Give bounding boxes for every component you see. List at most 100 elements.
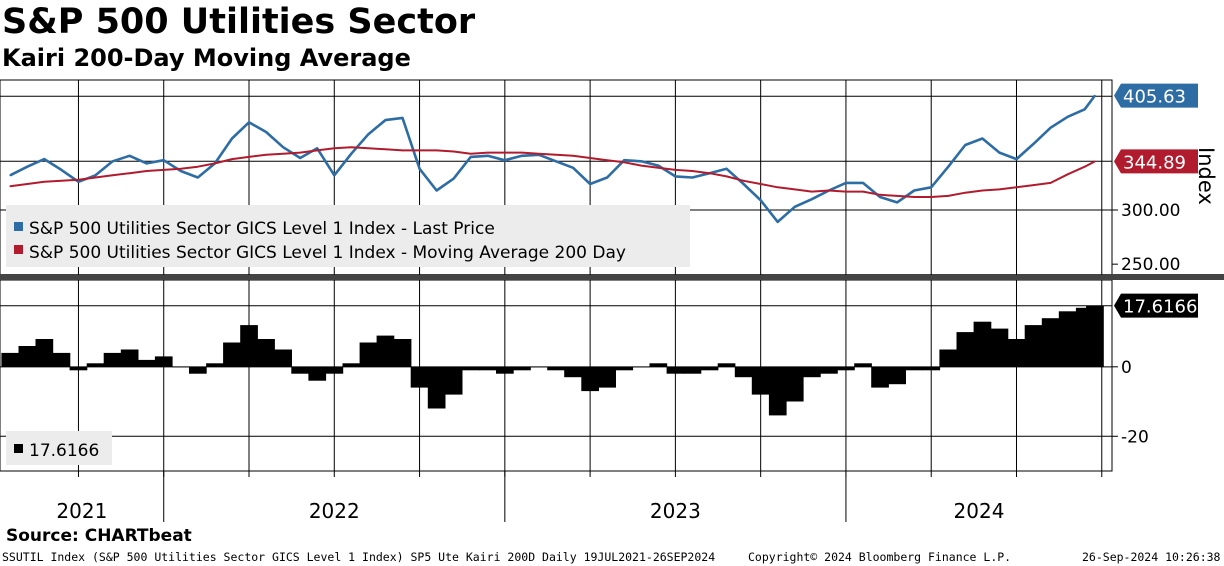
y-tick-label: 300.00 xyxy=(1121,201,1180,221)
ma-point xyxy=(845,190,847,193)
kairi-bar xyxy=(785,366,804,402)
price-point xyxy=(60,169,63,171)
kairi-bar xyxy=(342,363,361,367)
kairi-bar xyxy=(308,366,327,381)
price-point xyxy=(128,155,131,157)
kairi-bar xyxy=(189,366,207,374)
moving-average-tag: 344.89 xyxy=(1123,152,1186,173)
ma-point xyxy=(248,156,250,158)
ma-point xyxy=(913,196,915,198)
kairi-bar xyxy=(1,352,20,367)
footer-timestamp: 26-Sep-2024 10:26:38 xyxy=(1082,550,1221,564)
ma-point xyxy=(930,196,933,198)
price-point xyxy=(964,144,967,146)
price-point xyxy=(674,175,677,178)
kairi-bar xyxy=(666,366,685,374)
price-point xyxy=(879,196,881,198)
ma-point xyxy=(742,179,745,182)
kairi-bar xyxy=(888,366,906,385)
kairi-bar xyxy=(257,339,275,367)
kairi-bar xyxy=(172,366,190,368)
legend-swatch-ma xyxy=(14,245,23,254)
kairi-bar xyxy=(939,349,958,367)
kairi-bar xyxy=(990,328,1009,367)
kairi-bar xyxy=(854,363,872,367)
ma-point xyxy=(708,172,711,174)
price-point xyxy=(759,199,762,202)
ma-point xyxy=(521,151,523,154)
price-point xyxy=(367,133,370,135)
last-price-tag: 405.63 xyxy=(1123,87,1186,108)
legend-label-price: S&P 500 Utilities Sector GICS Level 1 In… xyxy=(29,219,495,239)
kairi-bar xyxy=(410,366,429,388)
ma-point xyxy=(469,152,472,155)
ma-point xyxy=(998,188,1001,191)
price-point xyxy=(862,182,864,184)
lower-panel-frame xyxy=(0,279,1113,472)
price-point xyxy=(265,131,267,133)
kairi-bar xyxy=(52,352,71,367)
kairi-bar xyxy=(683,366,702,374)
kairi-bar xyxy=(444,366,463,395)
price-point xyxy=(1083,108,1086,111)
ma-point xyxy=(811,190,813,193)
price-point xyxy=(299,157,301,159)
price-point xyxy=(913,189,915,192)
kairi-bar xyxy=(1041,318,1060,367)
moving-average-tag-bg xyxy=(1114,149,1198,174)
ma-point xyxy=(947,195,950,197)
ma-point xyxy=(162,169,165,171)
kairi-bar xyxy=(615,366,634,371)
kairi-bar xyxy=(751,366,770,395)
kairi-bar xyxy=(564,366,582,378)
price-point xyxy=(947,165,950,168)
kairi-bar xyxy=(513,366,531,371)
price-point xyxy=(94,174,97,177)
price-point xyxy=(1015,158,1018,160)
ma-point xyxy=(486,151,489,154)
price-point xyxy=(162,159,165,161)
price-point xyxy=(657,164,660,167)
price-point xyxy=(111,160,114,163)
kairi-bar xyxy=(632,366,651,368)
ma-point xyxy=(691,170,694,172)
ma-point xyxy=(589,157,591,159)
ma-point xyxy=(265,153,267,156)
kairi-bar xyxy=(103,352,122,367)
kairi-bar xyxy=(1007,339,1026,367)
kairi-last-tag-bg xyxy=(1114,293,1198,318)
price-point xyxy=(9,174,12,177)
price-point xyxy=(145,162,148,165)
ma-point xyxy=(1083,165,1086,168)
price-point xyxy=(333,174,336,177)
series-line-last-price xyxy=(9,94,1096,224)
kairi-bar xyxy=(871,366,889,388)
price-point xyxy=(26,165,29,168)
ma-point xyxy=(555,153,557,156)
kairi-bar xyxy=(393,339,412,367)
ma-point xyxy=(572,155,574,157)
price-point xyxy=(179,170,182,172)
price-point xyxy=(589,183,591,185)
price-point xyxy=(197,176,199,179)
price-point xyxy=(435,189,438,192)
kairi-bar xyxy=(598,366,616,388)
ma-point xyxy=(1066,173,1069,176)
ma-point xyxy=(504,151,506,154)
ma-point xyxy=(759,183,762,185)
price-point xyxy=(469,156,472,158)
footer-description: SSUTIL Index (S&P 500 Utilities Sector G… xyxy=(2,550,716,564)
ma-point xyxy=(793,188,796,191)
footer-copyright: Copyright© 2024 Bloomberg Finance L.P. xyxy=(748,550,1012,564)
price-point xyxy=(555,160,557,163)
kairi-bar xyxy=(530,366,548,368)
price-point xyxy=(1049,126,1052,129)
y-tick-label: -20 xyxy=(1121,427,1149,447)
chart-title: S&P 500 Utilities Sector xyxy=(2,2,476,42)
price-point xyxy=(640,160,643,163)
ma-point xyxy=(145,170,148,172)
kairi-bar xyxy=(240,325,258,367)
kairi-bar xyxy=(120,349,139,367)
price-point xyxy=(896,201,898,204)
upper-legend-box xyxy=(6,205,690,267)
